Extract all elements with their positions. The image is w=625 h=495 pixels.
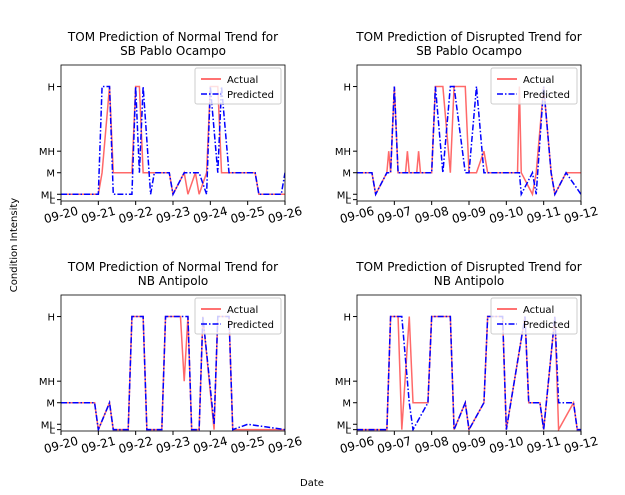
y-tick-label: M xyxy=(46,399,55,410)
y-tick-label: L xyxy=(49,426,55,437)
y-tick-label: M xyxy=(342,169,351,180)
legend-label: Predicted xyxy=(227,320,274,331)
y-tick-label: L xyxy=(49,196,55,207)
y-tick-label: MH xyxy=(39,377,55,388)
legend-label: Predicted xyxy=(523,320,570,331)
chart-title: TOM Prediction of Disrupted Trend for xyxy=(355,30,581,44)
axes-frame xyxy=(60,294,286,432)
axes-frame xyxy=(356,294,582,432)
legend-label: Actual xyxy=(227,305,258,316)
series-line xyxy=(61,315,285,431)
x-axis-label: Date xyxy=(300,478,324,489)
legend-label: Actual xyxy=(227,75,258,86)
legend-label: Predicted xyxy=(523,90,570,101)
y-tick-label: ML xyxy=(41,190,56,201)
y-tick-label: H xyxy=(47,83,55,94)
y-tick-label: ML xyxy=(41,420,56,431)
legend-label: Actual xyxy=(523,305,554,316)
y-tick-label: L xyxy=(345,426,351,437)
chart-title: SB Pablo Ocampo xyxy=(416,44,522,58)
axes-frame xyxy=(356,64,582,202)
y-tick-label: MH xyxy=(39,147,55,158)
chart-title: NB Antipolo xyxy=(434,274,505,288)
chart-title: TOM Prediction of Disrupted Trend for xyxy=(355,260,581,274)
y-tick-label: ML xyxy=(337,420,352,431)
chart-title: SB Pablo Ocampo xyxy=(120,44,226,58)
y-tick-label: ML xyxy=(337,190,352,201)
y-tick-label: MH xyxy=(335,377,351,388)
legend-box xyxy=(194,297,282,335)
legend-label: Predicted xyxy=(227,90,274,101)
axes-frame xyxy=(60,64,286,202)
series-line xyxy=(357,315,581,431)
legend-box xyxy=(194,67,282,105)
y-tick-label: M xyxy=(342,399,351,410)
chart-title: NB Antipolo xyxy=(138,274,209,288)
y-axis-label: Condition Intensity xyxy=(9,198,20,293)
legend-box xyxy=(490,67,578,105)
chart-title: TOM Prediction of Normal Trend for xyxy=(67,30,278,44)
chart-title: TOM Prediction of Normal Trend for xyxy=(67,260,278,274)
y-tick-label: L xyxy=(345,196,351,207)
y-tick-label: H xyxy=(343,313,351,324)
y-tick-label: MH xyxy=(335,147,351,158)
y-tick-label: H xyxy=(343,83,351,94)
y-tick-label: H xyxy=(47,313,55,324)
series-line xyxy=(357,85,581,197)
legend-box xyxy=(490,297,578,335)
legend-label: Actual xyxy=(523,75,554,86)
series-line xyxy=(61,85,285,197)
y-tick-label: M xyxy=(46,169,55,180)
